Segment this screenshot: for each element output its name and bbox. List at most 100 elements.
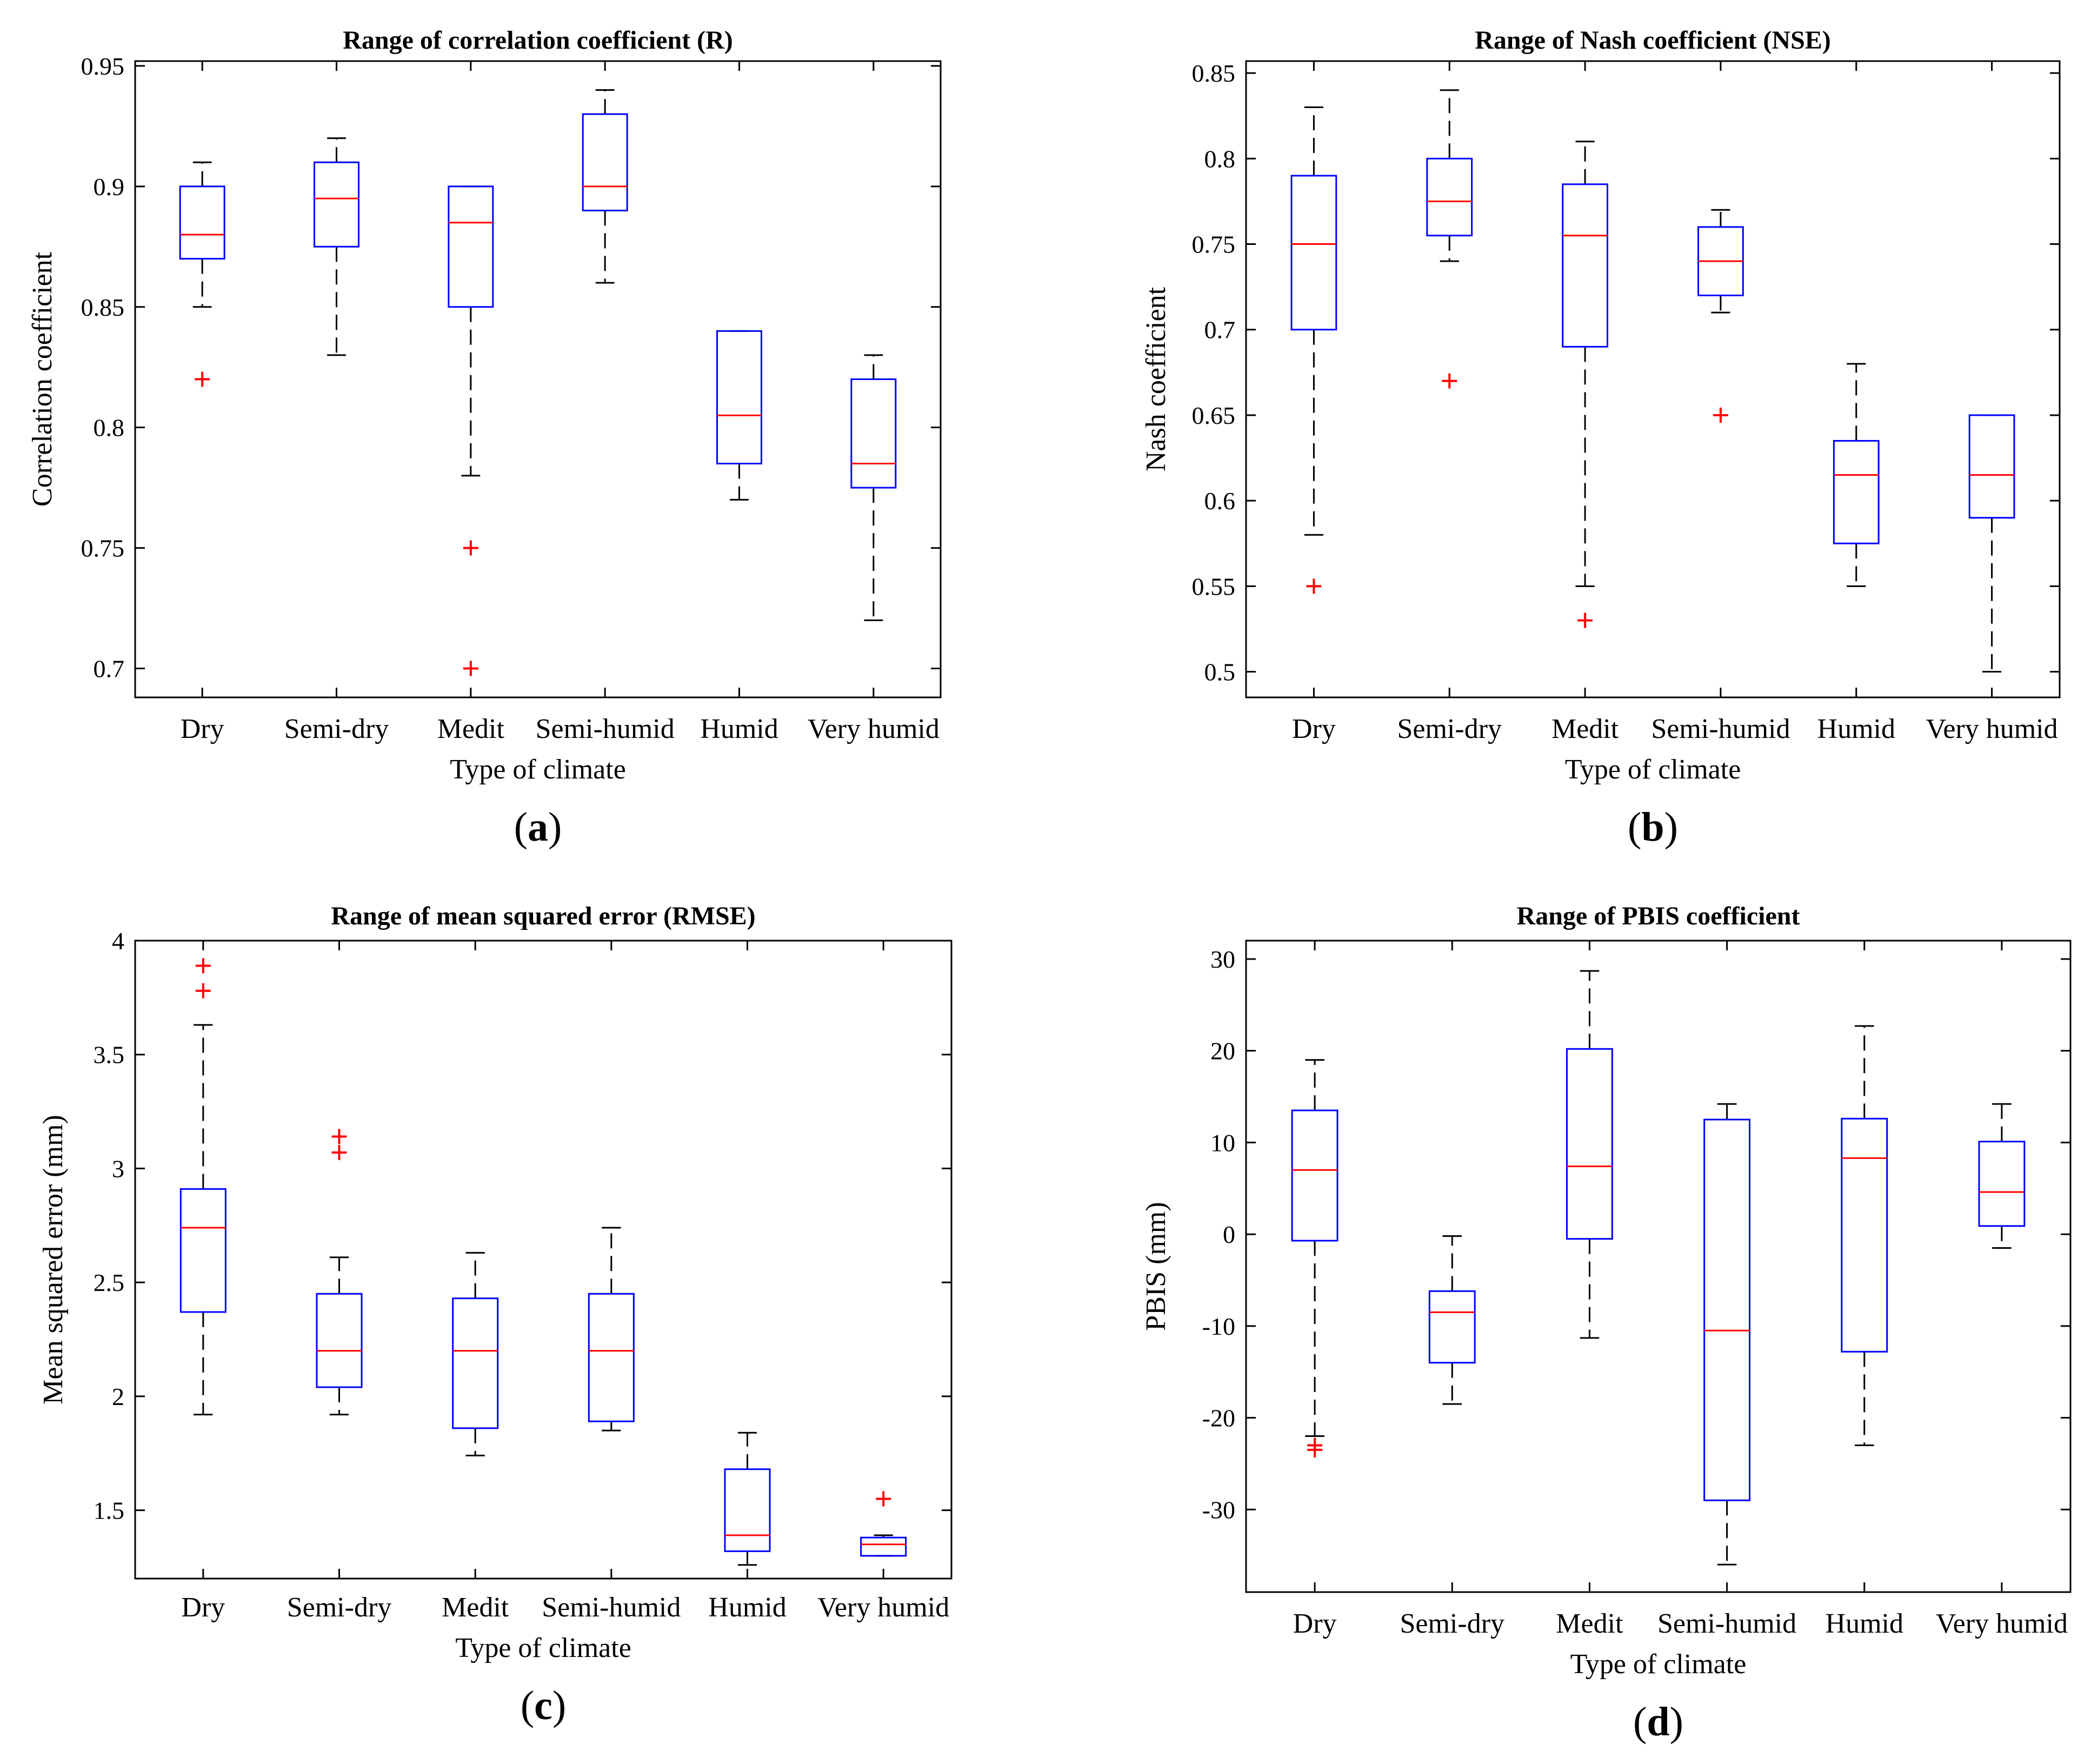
box-iqr: [1291, 1109, 1338, 1242]
box-dry: [1291, 1059, 1338, 1457]
panel-label-letter: c: [534, 1683, 552, 1728]
y-tick-label: 0.85: [1192, 59, 1236, 87]
box-iqr: [850, 378, 897, 489]
outlier-marker: [876, 1491, 891, 1507]
x-tick-label: Semi-dry: [1400, 1608, 1504, 1639]
x-tick-label: Medit: [442, 1592, 509, 1623]
panel-label-open: (: [1628, 804, 1641, 850]
x-axis-label: Type of climate: [1570, 1649, 1747, 1680]
box-humid: [716, 330, 762, 501]
outlier-marker: [1306, 578, 1322, 594]
box-iqr: [1841, 1117, 1888, 1353]
x-axis-label: Type of climate: [1565, 754, 1741, 785]
y-tick-label: 0.8: [94, 414, 125, 442]
x-tick-label: Humid: [708, 1592, 786, 1623]
y-tick-label: 30: [1210, 946, 1235, 973]
panel-label-letter: b: [1641, 804, 1664, 850]
x-tick-label: Semi-dry: [284, 714, 389, 744]
x-tick-label: Semi-humid: [542, 1592, 681, 1623]
panel-label-close: ): [1664, 804, 1678, 850]
box-semi-humid: [588, 1227, 635, 1432]
box-very-humid: [1978, 1103, 2026, 1249]
panel-label-letter: a: [528, 804, 548, 850]
y-tick-label: 10: [1210, 1129, 1235, 1156]
box-iqr: [1566, 1048, 1613, 1240]
box-dry: [1290, 106, 1337, 594]
y-tick-label: 0.7: [1204, 316, 1236, 344]
y-tick-label: 0.5: [1204, 658, 1236, 686]
y-tick-label: 0.7: [94, 655, 125, 683]
outlier-marker: [1713, 407, 1728, 423]
chart-panel-c: Range of mean squared error (RMSE) 1.5 2 2.…: [38, 902, 953, 1728]
x-tick-label: Dry: [1293, 1608, 1337, 1639]
x-axis-label: Type of climate: [455, 1633, 631, 1663]
outlier-marker: [1577, 613, 1593, 628]
box-medit: [452, 1252, 499, 1456]
box-humid: [1841, 1025, 1888, 1446]
box-dry: [179, 958, 227, 1416]
y-tick-label: 0.95: [81, 52, 125, 80]
box-semi-humid: [1697, 209, 1744, 423]
x-tick-label: Very humid: [817, 1592, 949, 1623]
y-tick-label: 3.5: [94, 1041, 125, 1069]
box-semi-dry: [316, 1129, 363, 1416]
y-axis-label: Correlation coefficient: [27, 251, 58, 507]
x-tick-label: Semi-dry: [1397, 714, 1502, 744]
panel-label-open: (: [521, 1683, 534, 1728]
box-iqr: [179, 1188, 227, 1313]
y-tick-label: 2.5: [94, 1269, 125, 1296]
x-tick-label: Very humid: [808, 714, 940, 744]
box-iqr: [1703, 1119, 1751, 1501]
box-very-humid: [850, 354, 897, 621]
box-iqr: [1833, 440, 1880, 544]
x-tick-label: Humid: [700, 714, 778, 744]
y-tick-label: 4: [112, 927, 124, 955]
box-very-humid: [860, 1491, 907, 1557]
box-iqr: [179, 185, 225, 260]
plot-area-frame: [1245, 940, 2072, 1593]
outlier-marker: [195, 958, 211, 974]
y-tick-label: 0.75: [1192, 231, 1236, 258]
outlier-marker: [463, 661, 478, 676]
box-semi-humid: [582, 89, 628, 284]
x-tick-label: Semi-humid: [536, 714, 675, 744]
box-iqr: [452, 1297, 499, 1429]
y-tick-label: 0.75: [81, 535, 125, 562]
x-tick-label: Medit: [437, 714, 505, 744]
y-tick-label: 20: [1210, 1037, 1235, 1065]
y-axis-label: Nash coefficient: [1141, 287, 1171, 471]
outlier-marker: [195, 983, 211, 999]
x-tick-label: Very humid: [1926, 714, 2058, 744]
box-iqr: [1428, 1290, 1476, 1364]
panel-label: (c): [521, 1683, 566, 1728]
panel-label-letter: d: [1647, 1699, 1669, 1745]
box-iqr: [1426, 157, 1473, 237]
box-humid: [1833, 363, 1880, 587]
chart-panel-b: Range of Nash coefficient (NSE) 0.5 0.55 0.…: [1141, 26, 2061, 850]
box-medit: [1562, 141, 1608, 628]
x-axis-label: Type of climate: [450, 754, 626, 785]
panel-label-close: ): [548, 804, 562, 850]
y-tick-label: 0.9: [94, 173, 125, 201]
box-semi-dry: [1428, 1235, 1476, 1405]
y-tick-label: 0.6: [1204, 487, 1236, 515]
plot-area-frame: [1245, 60, 2061, 698]
box-iqr: [724, 1468, 771, 1552]
plot-area-frame: [134, 940, 953, 1580]
box-iqr: [588, 1293, 635, 1422]
y-tick-label: 0.55: [1192, 573, 1236, 600]
chart-title: Range of PBIS coefficient: [1517, 902, 1800, 930]
panel-label-open: (: [514, 804, 528, 850]
chart-title: Range of Nash coefficient (NSE): [1475, 26, 1831, 55]
x-tick-label: Dry: [181, 1592, 225, 1623]
box-iqr: [1978, 1141, 2026, 1227]
chart-title: Range of correlation coefficient (R): [343, 26, 733, 55]
outlier-marker: [331, 1144, 347, 1160]
outlier-marker: [195, 371, 210, 387]
box-iqr: [314, 161, 359, 248]
box-iqr: [1290, 175, 1337, 331]
x-tick-label: Semi-humid: [1651, 714, 1790, 744]
panel-label: (a): [514, 804, 562, 850]
y-tick-label: 0.65: [1192, 402, 1236, 429]
